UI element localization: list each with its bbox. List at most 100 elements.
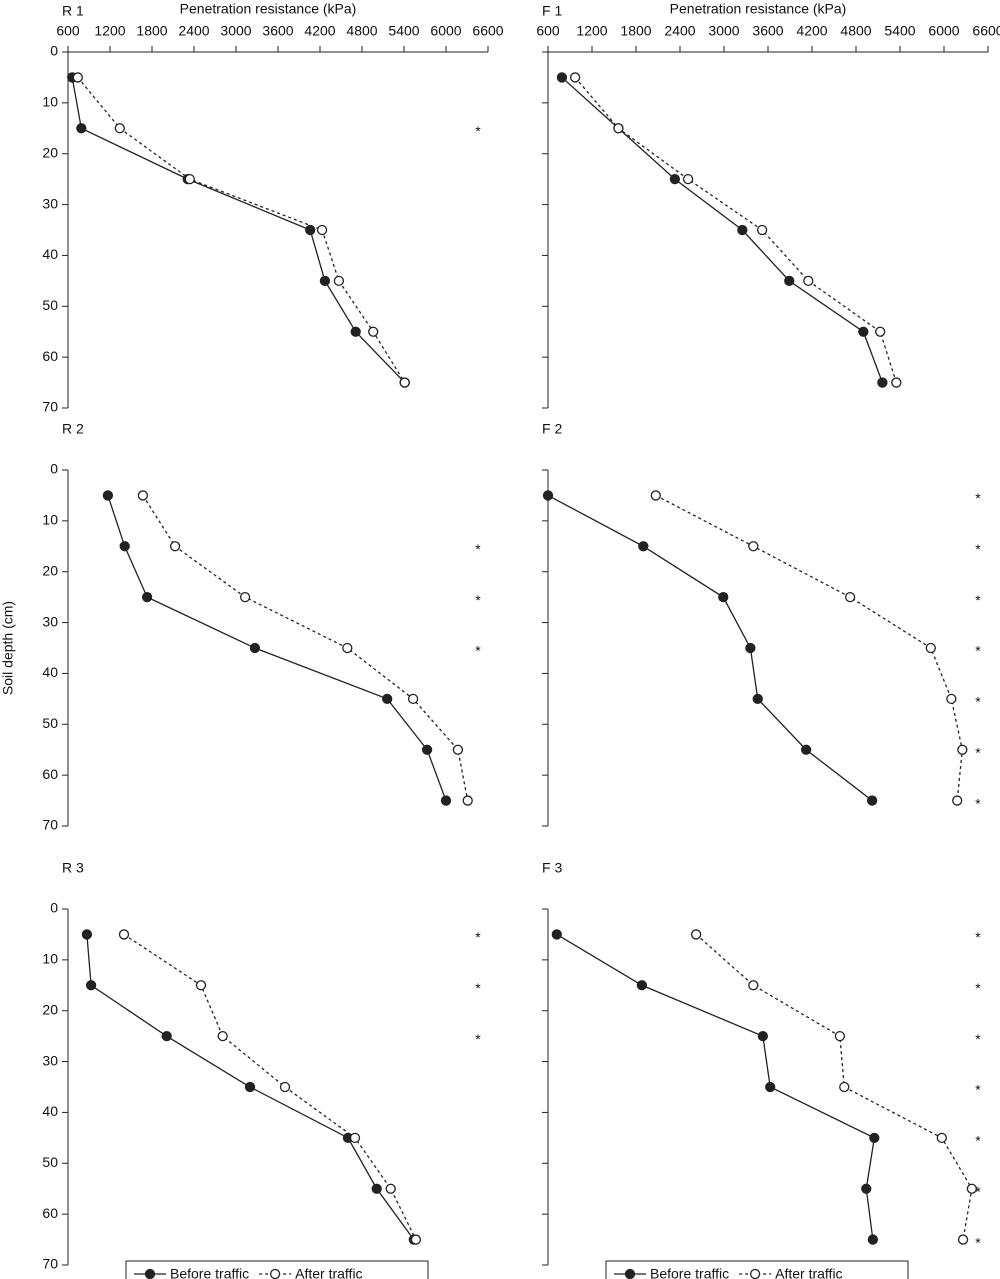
series-line [561,76,884,383]
x-tick-label: 1200 [576,23,607,39]
data-point [169,541,181,552]
y-tick-label: 60 [42,348,58,364]
y-tick-label: 30 [42,195,58,211]
panel-label: R 3 [62,860,84,876]
significance-mark: * [975,694,981,710]
data-point [279,1081,291,1093]
significance-mark: * [975,1031,981,1047]
data-point [382,693,393,705]
data-point [462,795,473,806]
data-point [891,377,902,388]
legend-marker [749,1268,761,1279]
data-point [867,1234,879,1245]
data-point [756,224,768,236]
panel: 0 10 20 30 40 50 60 70 Soil depth (cm) R 2 * * * [0,421,481,833]
y-tick-label: 50 [42,1154,58,1170]
data-point [650,490,661,501]
data-point [839,1081,850,1093]
panel-label: R 2 [62,421,84,437]
data-point [784,275,795,287]
data-point [869,1132,880,1144]
significance-mark: * [975,643,981,659]
data-point [319,275,331,287]
data-point [371,1183,382,1194]
data-point [690,929,702,940]
data-point [803,275,814,287]
data-point [800,744,812,755]
y-tick-label: 70 [42,1256,58,1272]
data-point [946,693,957,705]
data-point [349,1132,361,1144]
data-point [239,591,251,603]
x-tick-label: 4200 [796,23,827,39]
data-point [350,326,361,337]
x-tick-label: 3000 [220,23,251,39]
significance-mark: * [975,592,981,608]
legend-label: Before traffic [650,1266,729,1279]
data-point [102,490,114,501]
data-point [844,591,856,603]
significance-mark: * [975,490,981,506]
data-point [119,541,130,552]
x-tick-label: 3000 [708,23,739,39]
data-point [399,377,410,388]
x-axis-title: Penetration resistance (kPa) [670,1,847,17]
data-point [936,1132,947,1144]
series-line [574,77,897,383]
x-tick-label: 6600 [972,23,1000,39]
data-point [114,123,125,134]
data-point [925,642,936,654]
data-point [551,929,562,940]
significance-mark: * [975,541,981,557]
series-line [655,494,963,801]
significance-mark: * [975,1234,981,1250]
data-point [542,490,554,501]
x-tick-label: 5400 [388,23,419,39]
panel-label: R 1 [62,3,84,19]
y-tick-label: 70 [42,817,58,833]
y-tick-label: 20 [42,144,58,160]
y-tick-label: 30 [42,613,58,629]
y-tick-label: 60 [42,766,58,782]
data-point [410,1234,422,1245]
panel: F 3 * * * * * * * Before traffic After traffic [542,860,981,1279]
x-tick-label: 2400 [178,23,209,39]
data-point [669,173,681,185]
significance-mark: * [475,929,481,945]
data-point [316,224,328,236]
series-line [547,494,873,802]
x-tick-label: 6000 [928,23,959,39]
panel: 0 10 20 30 40 50 60 70 R 3 * * * Before traffic After… [42,860,481,1279]
data-point [305,224,316,236]
data-point [682,173,694,185]
significance-mark: * [475,592,481,608]
data-point [834,1030,846,1042]
legend-marker [269,1268,281,1279]
data-point [342,642,353,654]
data-point [249,642,261,654]
data-point [638,541,649,552]
data-point [452,744,464,755]
panel-label: F 1 [542,3,562,19]
significance-mark: * [975,929,981,945]
data-point [765,1081,776,1093]
data-point [72,72,83,83]
data-point [440,795,452,806]
data-point [195,980,207,991]
data-point [752,693,763,705]
x-tick-label: 1800 [620,23,651,39]
significance-mark: * [975,980,981,996]
data-point [244,1081,256,1093]
significance-mark: * [475,1031,481,1047]
y-tick-label: 50 [42,715,58,731]
y-tick-label: 30 [42,1052,58,1068]
data-point [748,541,759,552]
x-tick-label: 600 [56,23,80,39]
y-tick-label: 0 [50,461,58,477]
panel-label: F 2 [542,421,562,437]
data-point [957,744,968,755]
data-point [141,591,153,603]
data-point [613,123,624,134]
data-point [385,1183,396,1194]
